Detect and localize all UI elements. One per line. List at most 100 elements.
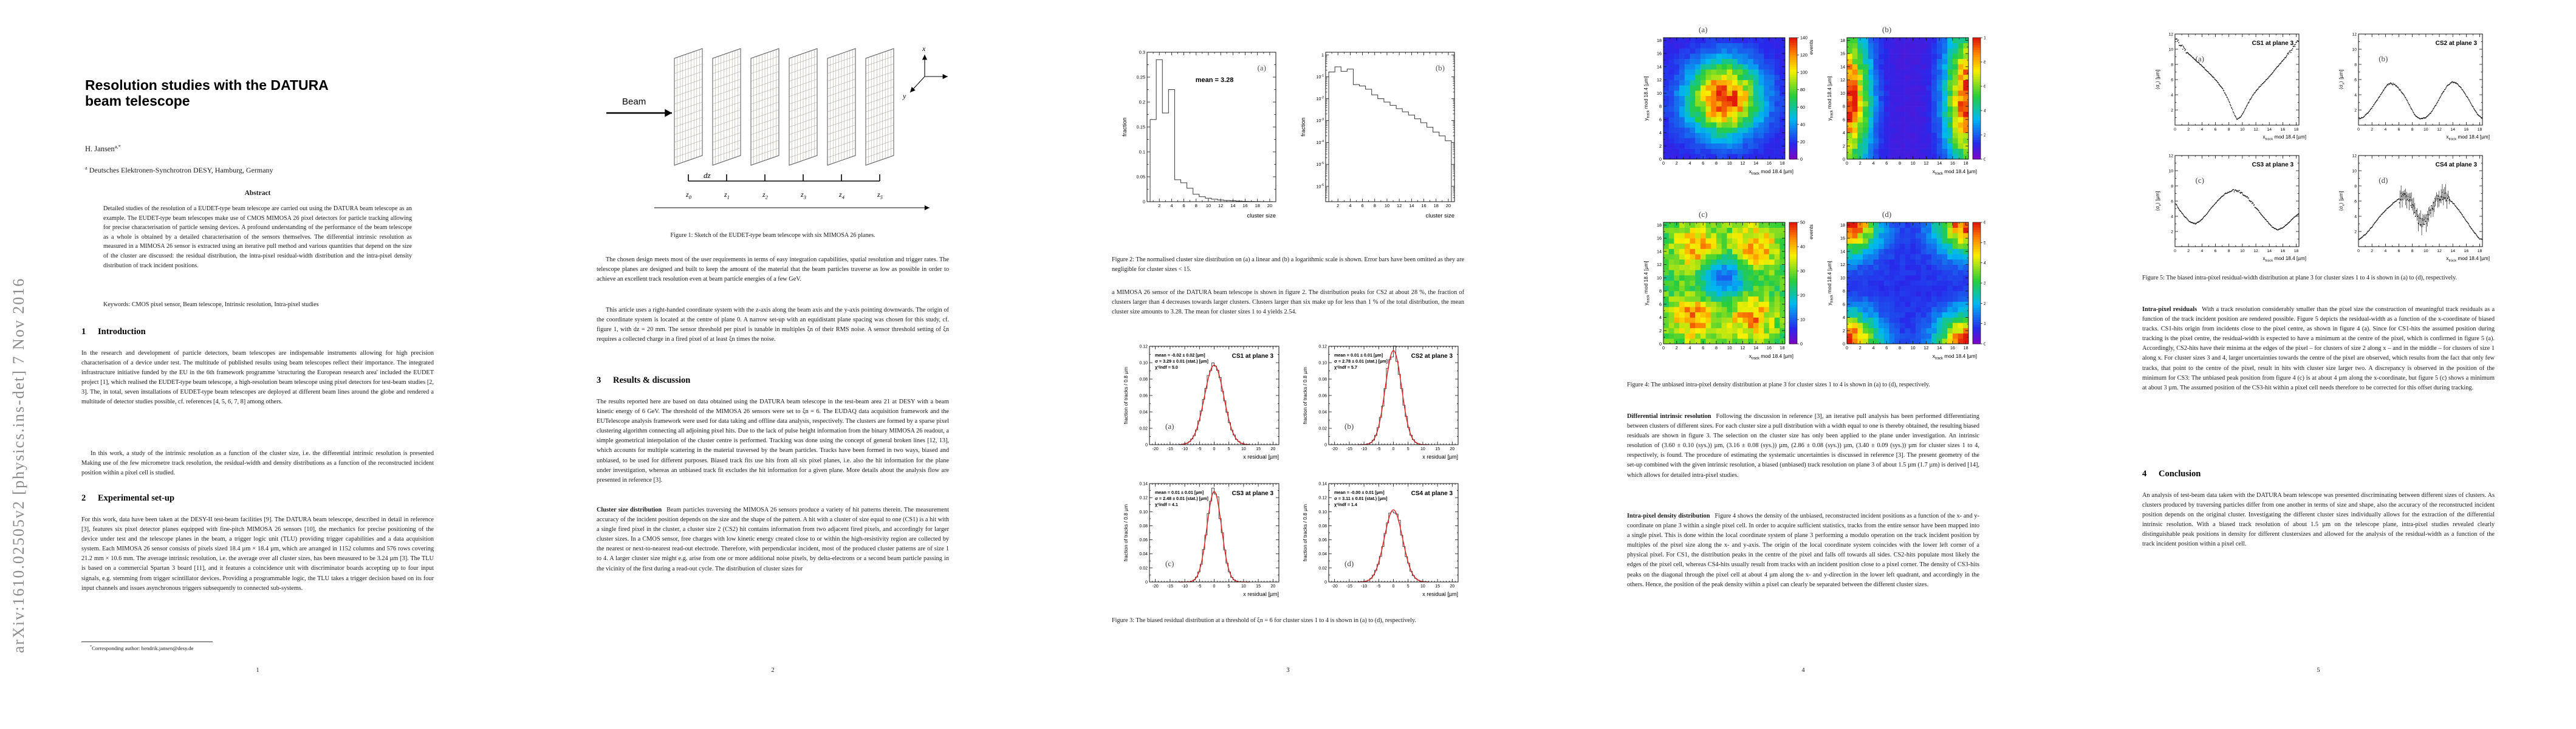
svg-text:15: 15 <box>1256 447 1261 451</box>
svg-text:1: 1 <box>1321 52 1324 58</box>
svg-text:40: 40 <box>1984 260 1985 265</box>
svg-text:12: 12 <box>1740 345 1745 351</box>
svg-text:14: 14 <box>1840 64 1845 69</box>
intro-paragraph-2: In this work, a study of the intrinsic r… <box>81 450 434 477</box>
svg-text:-20: -20 <box>1153 584 1159 589</box>
svg-text:20: 20 <box>1984 132 1985 138</box>
svg-text:4: 4 <box>1843 130 1845 135</box>
svg-text:10-3: 10-3 <box>1316 118 1324 123</box>
svg-text:0.12: 0.12 <box>1139 496 1148 501</box>
svg-text:0.3: 0.3 <box>1139 50 1145 55</box>
svg-text:events: events <box>1808 39 1814 55</box>
svg-text:0.12: 0.12 <box>1318 345 1327 349</box>
svg-text:4: 4 <box>2201 249 2203 253</box>
svg-text:x: x <box>922 44 926 53</box>
svg-text:0: 0 <box>1843 341 1845 347</box>
svg-text:-10: -10 <box>1361 584 1367 589</box>
section-2-title: Experimental set-up <box>98 493 175 503</box>
page-number-1: 1 <box>256 667 259 674</box>
intra-pixel-residuals-runin-heading: Intra-pixel residuals <box>2142 306 2197 313</box>
page2-paragraph-2: This article uses a right-handed coordin… <box>597 307 949 343</box>
results-paragraph: The results reported here are based on d… <box>597 399 949 484</box>
svg-text:8: 8 <box>2354 63 2357 67</box>
figure4-panel-a: 0 2 4 6 8 10 12 14 16 18 0 2 4 6 8 10 12 14 16 18 ytrack mod… <box>1643 25 1814 176</box>
svg-text:CS3 at plane 3: CS3 at plane 3 <box>2252 162 2294 168</box>
figure5-panel-b: 0 2 4 6 8 10 12 14 16 18 2 4 6 8 10 12 ⟨σx⟩ [µm] xtrack m… <box>2338 33 2490 142</box>
svg-text:2: 2 <box>1158 203 1160 208</box>
svg-text:0: 0 <box>1145 581 1148 585</box>
svg-text:10-2: 10-2 <box>1316 96 1324 101</box>
intra-pixel-residuals-text: With a track resolution considerably sma… <box>2142 306 2495 391</box>
svg-text:fraction of tracks / 0.8 µm: fraction of tracks / 0.8 µm <box>1302 504 1308 561</box>
svg-text:0.06: 0.06 <box>1139 394 1148 399</box>
svg-text:0.04: 0.04 <box>1139 552 1148 556</box>
svg-text:4: 4 <box>1688 160 1691 166</box>
svg-text:14: 14 <box>2450 128 2455 132</box>
svg-text:14: 14 <box>2267 128 2272 132</box>
svg-text:12: 12 <box>2168 154 2173 159</box>
svg-text:(d): (d) <box>1345 559 1354 568</box>
figure4-caption: Figure 4: The unbiased intra-pixel densi… <box>1627 382 1930 388</box>
svg-text:16: 16 <box>2281 128 2286 132</box>
figure5-caption: Figure 5: The biased intra-pixel residua… <box>2142 275 2458 281</box>
svg-text:4: 4 <box>1170 203 1173 208</box>
svg-text:CS1 at plane 3: CS1 at plane 3 <box>2252 40 2294 47</box>
svg-text:40: 40 <box>1800 122 1805 127</box>
cluster-size-text: Beam particles traversing the MIMOSA 26 … <box>597 507 949 572</box>
svg-text:10: 10 <box>1800 317 1805 323</box>
svg-text:12: 12 <box>1923 160 1928 166</box>
differential-resolution-paragraph: Differential intrinsic resolution Followi… <box>1627 412 1979 481</box>
svg-text:χ²/ndf = 5.7: χ²/ndf = 5.7 <box>1334 364 1357 370</box>
svg-text:(b): (b) <box>1882 25 1891 34</box>
svg-text:0.10: 0.10 <box>1139 510 1148 515</box>
svg-text:0.1: 0.1 <box>1139 149 1145 155</box>
svg-text:6: 6 <box>1885 345 1888 351</box>
svg-text:0.06: 0.06 <box>1318 538 1327 542</box>
page3-continuation-paragraph: a MIMOSA 26 sensor of the DATURA beam te… <box>1112 289 1464 316</box>
svg-text:12: 12 <box>1657 262 1662 267</box>
svg-text:0.02: 0.02 <box>1318 427 1327 431</box>
svg-text:8: 8 <box>1843 289 1845 294</box>
svg-text:12: 12 <box>2437 128 2442 132</box>
svg-text:14: 14 <box>1230 203 1235 208</box>
svg-text:10: 10 <box>1657 91 1662 96</box>
svg-text:(a): (a) <box>1165 422 1174 431</box>
svg-text:mean = 3.28: mean = 3.28 <box>1196 77 1234 84</box>
svg-text:xtrack mod 18.4 [µm]: xtrack mod 18.4 [µm] <box>2263 134 2306 141</box>
svg-text:18: 18 <box>1964 160 1968 166</box>
figure3-panel-a: -20 -15 -10 -5 0 5 10 15 20 0 0.02 0.04 0.06 0.08 0.10… <box>1123 345 1279 460</box>
svg-text:(b): (b) <box>1345 422 1354 431</box>
svg-text:0: 0 <box>2174 249 2176 253</box>
svg-text:(c): (c) <box>1165 559 1174 568</box>
svg-text:16: 16 <box>1840 236 1845 241</box>
svg-text:x residual [µm]: x residual [µm] <box>1422 591 1458 597</box>
svg-text:15: 15 <box>1256 584 1261 589</box>
svg-text:4: 4 <box>1843 315 1845 320</box>
svg-text:60: 60 <box>1984 84 1985 89</box>
svg-text:16: 16 <box>1950 345 1955 351</box>
section-4-number: 4 <box>2142 469 2147 479</box>
svg-text:0.08: 0.08 <box>1318 524 1327 529</box>
svg-text:0.10: 0.10 <box>1318 361 1327 366</box>
svg-text:18: 18 <box>2478 128 2482 132</box>
svg-text:12: 12 <box>1397 203 1402 208</box>
svg-text:12: 12 <box>2352 33 2357 37</box>
svg-text:18: 18 <box>1780 160 1785 166</box>
svg-text:6: 6 <box>1702 160 1704 166</box>
svg-text:2: 2 <box>1859 345 1862 351</box>
abstract-text: Detailed studies of the resolution of a … <box>103 205 412 269</box>
svg-text:0: 0 <box>2174 128 2176 132</box>
svg-text:y: y <box>902 92 906 100</box>
svg-text:10: 10 <box>2424 128 2428 132</box>
svg-text:0.04: 0.04 <box>1318 411 1327 415</box>
svg-text:4: 4 <box>2384 128 2386 132</box>
svg-text:6: 6 <box>1702 345 1704 351</box>
figure3-panel-c: -20 -15 -10 -5 0 5 10 15 20 0 0.02 0.04 0.06 0.08 0.10… <box>1123 482 1279 597</box>
svg-text:10: 10 <box>2352 48 2357 52</box>
svg-text:fraction of tracks / 0.8 µm: fraction of tracks / 0.8 µm <box>1123 504 1129 561</box>
svg-text:60: 60 <box>1984 220 1985 225</box>
svg-text:z3: z3 <box>800 190 807 200</box>
svg-text:0.08: 0.08 <box>1318 378 1327 382</box>
svg-text:-10: -10 <box>1361 447 1367 451</box>
